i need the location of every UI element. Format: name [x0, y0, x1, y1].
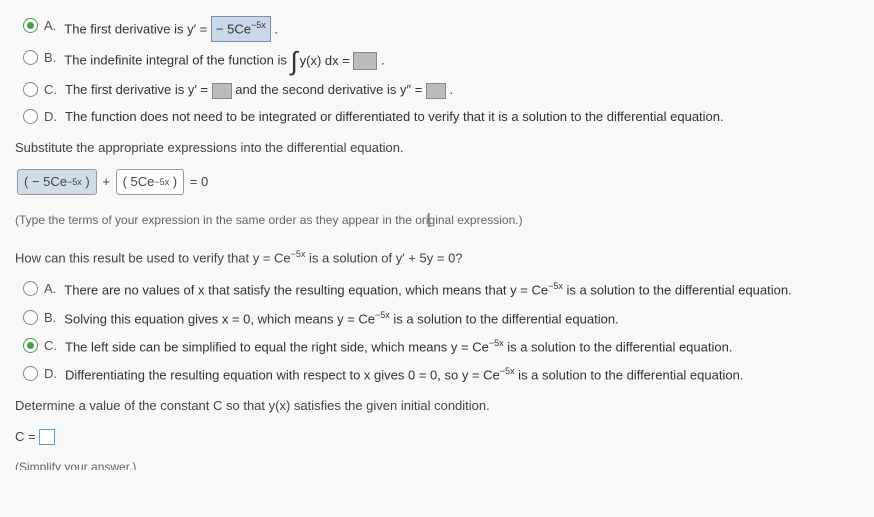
expression-row: ( − 5Ce−5x ) + ( 5Ce−5x ) = 0 [15, 169, 859, 196]
blank-box [212, 83, 232, 99]
radio-icon [23, 109, 38, 124]
option-text: There are no values of x that satisfy th… [64, 279, 859, 301]
option-text: The first derivative is y′ = and the sec… [65, 80, 859, 101]
option-2b[interactable]: B. Solving this equation gives x = 0, wh… [15, 308, 859, 330]
option-label: D. [44, 364, 57, 385]
option-label: C. [44, 80, 57, 101]
expr-right: ( 5Ce−5x ) [116, 169, 185, 196]
answer-box: − 5Ce−5x [211, 16, 271, 42]
radio-icon [23, 50, 38, 65]
radio-icon [23, 310, 38, 325]
option-text: The left side can be simplified to equal… [65, 336, 859, 358]
option-label: A. [44, 16, 56, 37]
radio-icon [23, 18, 38, 33]
radio-icon [23, 281, 38, 296]
radio-icon [23, 366, 38, 381]
option-label: B. [44, 48, 56, 69]
option-1b[interactable]: B. The indefinite integral of the functi… [15, 48, 859, 74]
option-text: The indefinite integral of the function … [64, 48, 859, 74]
blank-box [426, 83, 446, 99]
option-2a[interactable]: A. There are no values of x that satisfy… [15, 279, 859, 301]
blank-box [353, 52, 377, 70]
option-label: A. [44, 279, 56, 300]
radio-icon [23, 338, 38, 353]
option-text: Differentiating the resulting equation w… [65, 364, 859, 386]
integral-icon: ∫y(x) dx = [291, 48, 350, 74]
footer-text: (Simplify your answer.) [15, 458, 859, 470]
option-2c[interactable]: C. The left side can be simplified to eq… [15, 336, 859, 358]
help-text: (Type the terms of your expression in th… [15, 205, 859, 237]
option-2d[interactable]: D. Differentiating the resulting equatio… [15, 364, 859, 386]
instruction-text: Substitute the appropriate expressions i… [15, 138, 859, 159]
c-label: C = [15, 429, 36, 444]
option-1d[interactable]: D. The function does not need to be inte… [15, 107, 859, 128]
expr-left: ( − 5Ce−5x ) [17, 169, 97, 196]
instruction-text: Determine a value of the constant C so t… [15, 396, 859, 417]
option-label: C. [44, 336, 57, 357]
c-input-row: C = [15, 427, 859, 448]
radio-icon [23, 82, 38, 97]
option-text: The function does not need to be integra… [65, 107, 859, 128]
option-label: B. [44, 308, 56, 329]
option-text: Solving this equation gives x = 0, which… [64, 308, 859, 330]
option-text: The first derivative is y′ = − 5Ce−5x . [64, 16, 859, 42]
option-1a[interactable]: A. The first derivative is y′ = − 5Ce−5x… [15, 16, 859, 42]
question-text: How can this result be used to verify th… [15, 247, 859, 269]
option-label: D. [44, 107, 57, 128]
c-input[interactable] [39, 429, 55, 445]
option-1c[interactable]: C. The first derivative is y′ = and the … [15, 80, 859, 101]
